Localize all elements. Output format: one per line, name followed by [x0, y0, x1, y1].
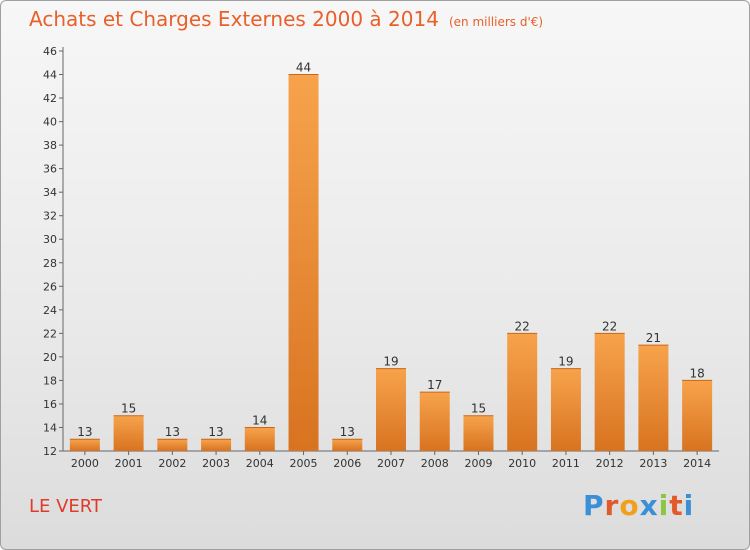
x-tick-label: 2001	[115, 457, 143, 470]
bar-value-label: 13	[208, 425, 223, 439]
y-tick-label: 38	[43, 139, 57, 152]
bar	[638, 345, 669, 451]
y-tick-label: 12	[43, 445, 57, 458]
x-tick-label: 2013	[639, 457, 667, 470]
y-tick-label: 46	[43, 45, 57, 58]
bar	[376, 368, 406, 451]
bar	[332, 439, 363, 451]
bar-value-label: 15	[471, 402, 486, 416]
bar	[113, 415, 144, 451]
x-tick-label: 2009	[464, 457, 492, 470]
chart-unit: (en milliers d'€)	[448, 15, 544, 29]
logo-letter: P	[583, 489, 605, 522]
chart-axes: 12 14 16 18 20 22 24 26 28 30 32 34 36 38 40 42 44 46	[43, 45, 719, 458]
y-tick-label: 44	[43, 69, 57, 82]
bar	[419, 392, 450, 451]
bar-value-label: 18	[689, 366, 704, 380]
bar-value-label: 13	[77, 425, 92, 439]
logo-letter: t	[669, 489, 684, 522]
bar	[244, 427, 275, 451]
x-tick-label: 2010	[508, 457, 536, 470]
y-tick-label: 34	[43, 186, 57, 199]
bar	[157, 439, 188, 451]
y-tick-label: 18	[43, 374, 57, 387]
bar-value-label: 13	[165, 425, 180, 439]
bar	[507, 333, 538, 451]
y-tick-label: 40	[43, 116, 57, 129]
chart-bars	[69, 74, 713, 451]
y-tick-label: 26	[43, 280, 57, 293]
x-tick-label: 2003	[202, 457, 230, 470]
bar	[594, 333, 625, 451]
y-tick-label: 36	[43, 163, 57, 176]
bar-value-label: 22	[602, 319, 617, 333]
logo-letter: o	[619, 489, 640, 522]
logo-letter: r	[604, 489, 620, 522]
chart-title-text: Achats et Charges Externes 2000 à 2014	[29, 7, 439, 31]
x-tick-label: 2000	[71, 457, 99, 470]
x-tick-label: 2002	[158, 457, 186, 470]
bar-value-label: 14	[252, 413, 267, 427]
x-tick-label: 2012	[596, 457, 624, 470]
x-tick-label: 2005	[290, 457, 318, 470]
bar	[682, 380, 713, 451]
bar-value-label: 17	[427, 378, 442, 392]
y-tick-label: 30	[43, 233, 57, 246]
x-tick-label: 2014	[683, 457, 711, 470]
y-tick-label: 24	[43, 304, 57, 317]
x-tick-label: 2004	[246, 457, 274, 470]
logo-letter: i	[683, 489, 695, 522]
y-tick-label: 28	[43, 257, 57, 270]
bar	[69, 439, 100, 451]
place-name: LE VERT	[29, 496, 103, 517]
bar-value-label: 44	[296, 61, 311, 75]
bar-value-label: 21	[646, 331, 661, 345]
x-tick-label: 2008	[421, 457, 449, 470]
logo-letter: x	[639, 489, 659, 522]
bar-value-label: 19	[558, 355, 573, 369]
x-tick-label: 2007	[377, 457, 405, 470]
bar	[201, 439, 232, 451]
logo-letter: i	[658, 489, 670, 522]
y-tick-label: 42	[43, 92, 57, 105]
y-tick-label: 20	[43, 351, 57, 364]
chart-labels: 13 2000 15 2001 13 2002 13 2003 14 2004 44 2005 13 20…	[71, 61, 711, 470]
y-tick-label: 16	[43, 398, 57, 411]
y-tick-label: 14	[43, 421, 57, 434]
proxiti-logo: Proxiti	[583, 489, 694, 522]
bar-value-label: 22	[515, 319, 530, 333]
bar	[288, 74, 319, 451]
bar-value-label: 19	[383, 355, 398, 369]
bar-value-label: 15	[121, 402, 136, 416]
y-tick-label: 22	[43, 327, 57, 340]
bar-value-label: 13	[340, 425, 355, 439]
y-tick-label: 32	[43, 210, 57, 223]
x-tick-label: 2011	[552, 457, 580, 470]
bar	[550, 368, 581, 451]
x-tick-label: 2006	[333, 457, 361, 470]
bar	[463, 415, 494, 451]
chart-title: Achats et Charges Externes 2000 à 2014 (e…	[29, 7, 543, 31]
